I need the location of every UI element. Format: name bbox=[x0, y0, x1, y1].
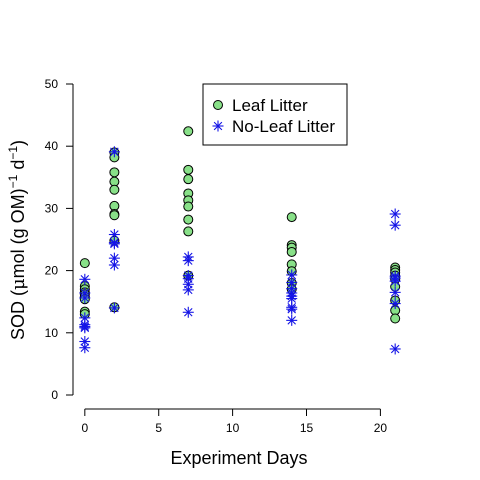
data-point-leaf-litter bbox=[183, 214, 194, 225]
y-tick-label: 40 bbox=[45, 139, 59, 153]
legend-marker-leaf-litter bbox=[213, 100, 223, 110]
y-tick-label: 0 bbox=[51, 388, 58, 402]
y-tick-label: 20 bbox=[45, 264, 59, 278]
data-point-no-leaf-litter bbox=[79, 322, 91, 334]
legend-symbol-no-leaf-litter bbox=[212, 120, 224, 132]
legend-marker-no-leaf-litter bbox=[212, 120, 224, 132]
data-point-leaf-litter bbox=[183, 164, 194, 175]
x-axis-label: Experiment Days bbox=[170, 448, 307, 468]
data-point-no-leaf-litter bbox=[79, 342, 91, 354]
data-point-leaf-litter bbox=[183, 174, 194, 185]
data-point-no-leaf-litter bbox=[182, 255, 194, 267]
data-point-no-leaf-litter bbox=[286, 293, 298, 305]
y-label-prefix: SOD ( bbox=[8, 290, 28, 340]
y-label-mu: μ bbox=[8, 278, 29, 290]
data-point-no-leaf-litter bbox=[182, 306, 194, 318]
data-point-no-leaf-litter bbox=[79, 273, 91, 285]
data-point-no-leaf-litter bbox=[389, 275, 401, 287]
axes: 0 10 20 30 40 50 0 5 10 15 20 bbox=[45, 77, 388, 435]
data-point-no-leaf-litter bbox=[389, 343, 401, 355]
data-point-no-leaf-litter bbox=[389, 208, 401, 220]
data-point-no-leaf-litter bbox=[79, 292, 91, 304]
y-label-unit-a: mol (g OM) bbox=[8, 188, 28, 278]
y-label-unit-b: d bbox=[8, 160, 28, 175]
legend-symbol-leaf-litter bbox=[213, 100, 223, 110]
data-point-no-leaf-litter bbox=[389, 219, 401, 231]
x-tick-label: 10 bbox=[226, 421, 240, 435]
data-point-no-leaf-litter bbox=[286, 314, 298, 326]
data-point-leaf-litter bbox=[390, 313, 401, 324]
x-tick-label: 5 bbox=[155, 421, 162, 435]
data-point-no-leaf-litter bbox=[108, 302, 120, 314]
data-point-leaf-litter bbox=[286, 246, 297, 257]
y-label-suffix: ) bbox=[8, 140, 28, 146]
data-point-no-leaf-litter bbox=[286, 303, 298, 315]
y-axis-label: SOD (μmol (g OM)−1 d−1) bbox=[6, 140, 29, 340]
y-tick-label: 10 bbox=[45, 326, 59, 340]
x-tick-label: 0 bbox=[81, 421, 88, 435]
data-point-leaf-litter bbox=[109, 210, 120, 221]
data-point-no-leaf-litter bbox=[389, 298, 401, 310]
data-point-no-leaf-litter bbox=[108, 146, 120, 158]
data-point-leaf-litter bbox=[286, 212, 297, 223]
legend: Leaf Litter No-Leaf Litter bbox=[202, 83, 348, 146]
y-label-sup-b: −1 bbox=[6, 146, 20, 160]
data-point-no-leaf-litter bbox=[286, 276, 298, 288]
x-tick-label: 15 bbox=[300, 421, 314, 435]
data-point-leaf-litter bbox=[183, 201, 194, 212]
data-point-leaf-litter bbox=[109, 167, 120, 178]
x-tick-label: 20 bbox=[374, 421, 388, 435]
legend-label-no-leaf-litter: No-Leaf Litter bbox=[232, 117, 335, 136]
data-point-no-leaf-litter bbox=[108, 238, 120, 250]
data-point-leaf-litter bbox=[109, 184, 120, 195]
data-point-no-leaf-litter bbox=[108, 259, 120, 271]
data-point-leaf-litter bbox=[183, 226, 194, 237]
data-point-no-leaf-litter bbox=[182, 284, 194, 296]
y-tick-label: 50 bbox=[45, 77, 59, 91]
data-point-leaf-litter bbox=[79, 258, 90, 269]
data-point-no-leaf-litter bbox=[389, 286, 401, 298]
data-points bbox=[79, 126, 401, 355]
legend-box bbox=[202, 83, 348, 146]
legend-label-leaf-litter: Leaf Litter bbox=[232, 96, 308, 115]
data-point-leaf-litter bbox=[183, 126, 194, 137]
y-label-sup-a: −1 bbox=[6, 174, 20, 188]
y-tick-label: 30 bbox=[45, 201, 59, 215]
